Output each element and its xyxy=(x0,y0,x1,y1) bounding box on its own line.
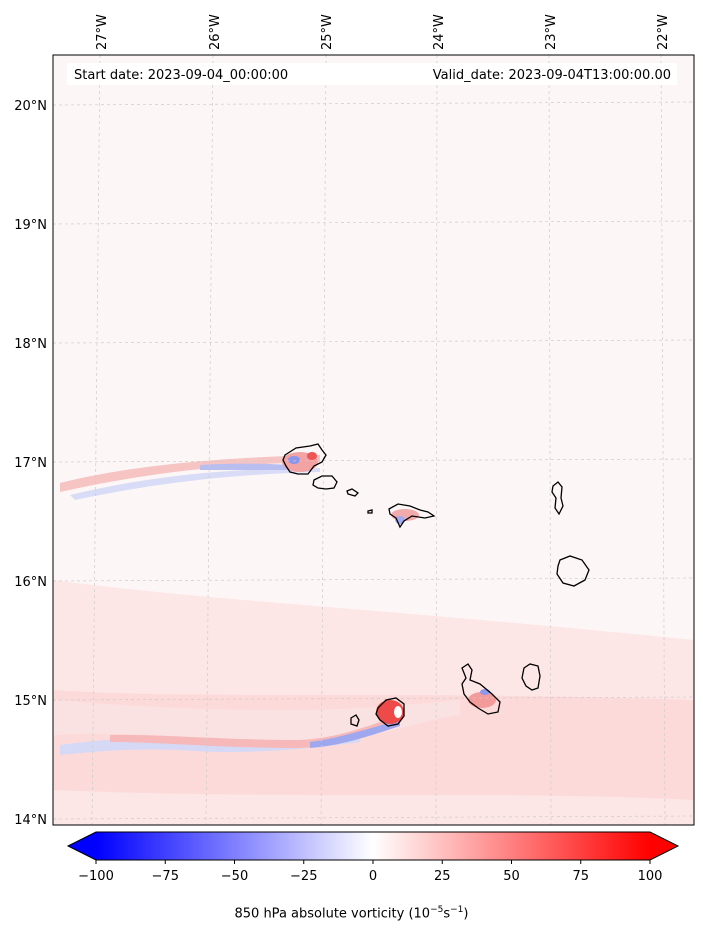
colorbar-body xyxy=(96,832,650,860)
lon-label: 22°W xyxy=(656,14,671,50)
island-sal xyxy=(551,481,564,516)
island-brava xyxy=(350,714,360,727)
lat-label: 18°N xyxy=(14,337,47,352)
colorbar-tick-label: 25 xyxy=(434,869,451,884)
island-coastlines xyxy=(282,443,590,727)
colorbar-title-close: ) xyxy=(463,906,469,922)
island-santo-antao xyxy=(282,443,327,475)
lat-label: 14°N xyxy=(14,813,47,828)
colorbar-ticks: −100 −75 −50 −25 0 25 50 75 100 xyxy=(78,860,662,884)
island-boa-vista xyxy=(556,555,590,587)
map-gridlines xyxy=(53,55,694,825)
colorbar-title-exponent-2: −1 xyxy=(450,905,464,915)
colorbar-tick-label: 0 xyxy=(369,869,377,884)
island-santiago xyxy=(461,663,501,715)
lon-label: 23°W xyxy=(544,14,559,50)
colorbar-extend-min xyxy=(68,832,96,860)
colorbar-tick-label: 100 xyxy=(638,869,663,884)
colorbar-tick-label: −75 xyxy=(152,869,179,884)
start-date-label: Start date: 2023-09-04_00:00:00 xyxy=(74,68,288,83)
colorbar-title-unit: s xyxy=(443,906,451,922)
colorbar-tick-label: −50 xyxy=(221,869,248,884)
island-santa-luzia xyxy=(346,488,360,497)
latitude-labels: 20°N 19°N 18°N 17°N 16°N 15°N 14°N xyxy=(14,99,47,828)
map-frame xyxy=(52,54,695,826)
colorbar-title-text: 850 hPa absolute vorticity (10 xyxy=(234,906,431,922)
colorbar-tick-label: 50 xyxy=(503,869,520,884)
lat-label: 15°N xyxy=(14,694,47,709)
lat-label: 16°N xyxy=(14,575,47,590)
lon-label: 24°W xyxy=(432,14,447,50)
longitude-labels: 27°W 26°W 25°W 24°W 23°W 22°W xyxy=(95,14,671,50)
island-raso xyxy=(367,509,373,514)
island-sao-nicolau xyxy=(388,503,436,529)
lon-label: 26°W xyxy=(208,14,223,50)
lat-label: 20°N xyxy=(14,99,47,114)
valid-date-label: Valid_date: 2023-09-04T13:00:00.00 xyxy=(433,68,671,83)
island-maio xyxy=(521,663,541,691)
island-fogo xyxy=(375,697,405,727)
colorbar-tick-label: −25 xyxy=(290,869,317,884)
lon-label: 25°W xyxy=(320,14,335,50)
header-box xyxy=(67,63,677,85)
colorbar: −100 −75 −50 −25 0 25 50 75 100 xyxy=(66,831,680,884)
lat-label: 17°N xyxy=(14,456,47,471)
lat-label: 19°N xyxy=(14,218,47,233)
colorbar-tick-label: −100 xyxy=(78,869,114,884)
colorbar-extend-max xyxy=(650,832,678,860)
vorticity-field xyxy=(53,452,694,825)
colorbar-tick-label: 75 xyxy=(572,869,589,884)
island-sao-vicente xyxy=(312,475,338,490)
colorbar-title-exponent: −5 xyxy=(430,905,444,915)
colorbar-title: 850 hPa absolute vorticity (10−5s−1) xyxy=(0,905,703,921)
lon-label: 27°W xyxy=(95,14,110,50)
